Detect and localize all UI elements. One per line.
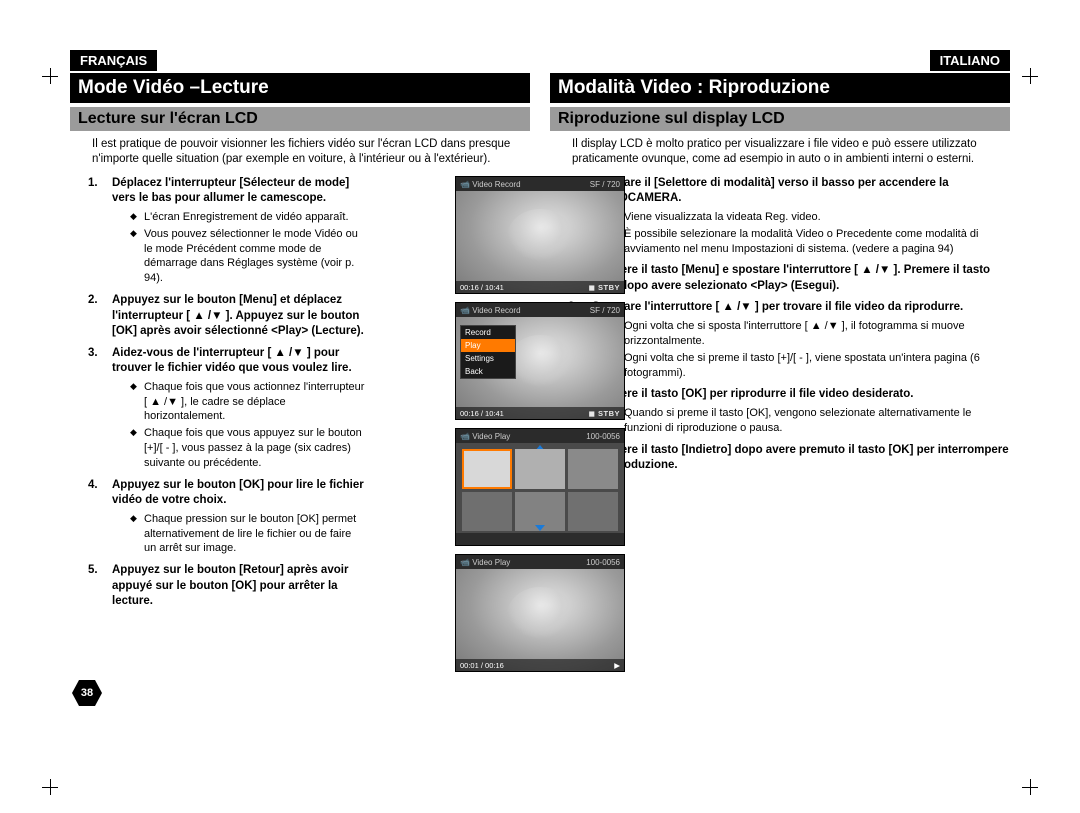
manual-page: FRANÇAIS Mode Vidéo –Lecture Lecture sur… (60, 50, 1020, 710)
cropmark (1022, 779, 1038, 795)
cropmark (42, 779, 58, 795)
title-bar-fr: Mode Vidéo –Lecture (70, 73, 530, 103)
intro-it: Il display LCD è molto pratico per visua… (550, 131, 1010, 173)
lang-badge-it: ITALIANO (930, 50, 1010, 71)
page-number: 38 (72, 680, 102, 706)
lang-badge-fr: FRANÇAIS (70, 50, 157, 71)
menu-item-record: Record (461, 326, 515, 339)
cropmark (1022, 68, 1038, 84)
title-bar-it: Modalità Video : Riproduzione (550, 73, 1010, 103)
menu-item-back: Back (461, 365, 515, 378)
menu-item-settings: Settings (461, 352, 515, 365)
camcorder-preview (456, 191, 624, 293)
shot-1-top: 📹 Video Record SF / 720 (456, 177, 624, 191)
intro-fr: Il est pratique de pouvoir visionner les… (70, 131, 530, 173)
screenshot-3: 3 📹 Video Play 100-0056 (455, 428, 625, 546)
section-bar-it: Riproduzione sul display LCD (550, 107, 1010, 131)
menu-item-play: Play (461, 339, 515, 352)
record-menu: Record Play Settings Back (460, 325, 516, 379)
down-arrow-icon (535, 525, 545, 531)
screenshot-column: 1 📹 Video Record SF / 720 00:16 / 10:41 … (455, 176, 625, 672)
screenshot-4: 4 📹 Video Play 100-0056 00:01 / 00:16 ▶ (455, 554, 625, 672)
shot-2-top: 📹 Video Record SF / 720 (456, 303, 624, 317)
shot-3-top: 📹 Video Play 100-0056 (456, 429, 624, 443)
cropmark (42, 68, 58, 84)
screenshot-1: 1 📹 Video Record SF / 720 00:16 / 10:41 … (455, 176, 625, 294)
screenshot-2: 2 📹 Video Record SF / 720 Record Play Se… (455, 302, 625, 420)
thumbnail-grid (462, 449, 618, 531)
shot-4-top: 📹 Video Play 100-0056 (456, 555, 624, 569)
section-bar-fr: Lecture sur l'écran LCD (70, 107, 530, 131)
